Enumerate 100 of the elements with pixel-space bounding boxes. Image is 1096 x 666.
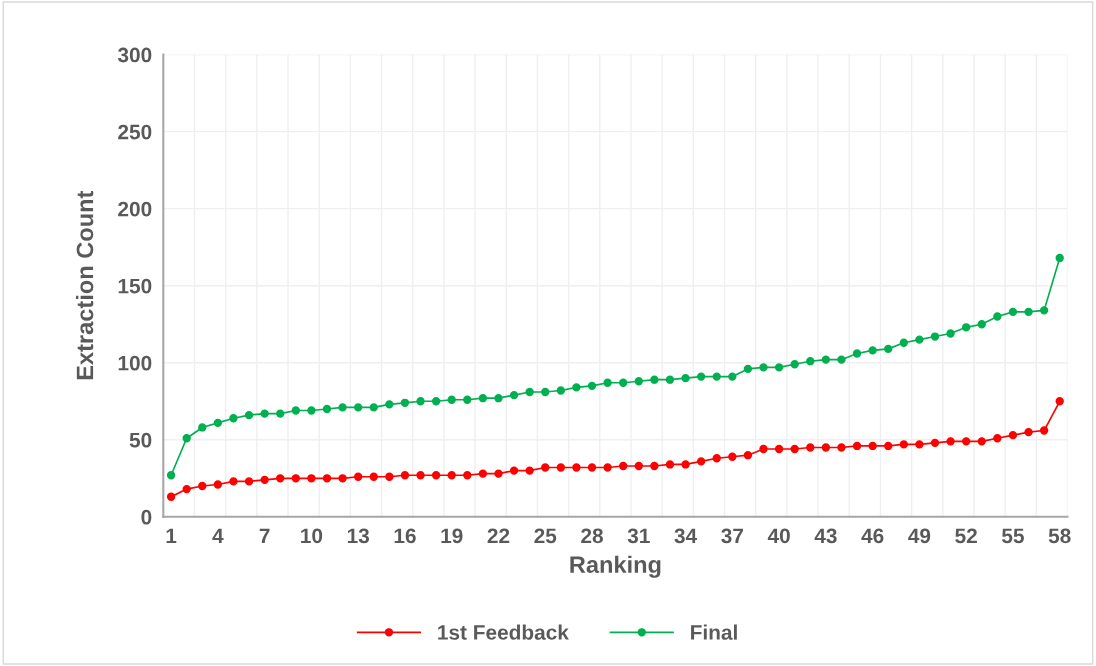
point [213, 418, 223, 428]
point [852, 441, 862, 451]
point [790, 360, 799, 369]
x-tick-label: 46 [861, 528, 884, 544]
x-tick-label: 4 [212, 528, 224, 544]
point [806, 357, 815, 366]
point [696, 372, 706, 381]
point [962, 437, 971, 446]
x-tick-label: 19 [441, 528, 463, 544]
point [525, 387, 534, 397]
point [416, 397, 425, 406]
point [977, 320, 986, 329]
point [1008, 307, 1018, 317]
point [821, 355, 831, 364]
point [915, 335, 924, 344]
point [213, 480, 223, 489]
point [276, 409, 285, 418]
point [743, 364, 753, 374]
point [244, 477, 254, 486]
point [338, 403, 347, 412]
point [494, 469, 503, 478]
point [868, 441, 877, 451]
point [790, 444, 799, 454]
y-axis-title: Extraction Count [75, 190, 94, 380]
y-tick-label: 0 [141, 509, 152, 525]
point [774, 363, 784, 372]
point [509, 466, 519, 475]
point [416, 471, 425, 480]
point [260, 409, 269, 418]
x-tick-label: 1 [166, 528, 177, 544]
point [463, 395, 472, 404]
point [541, 463, 550, 472]
point [930, 332, 940, 341]
y-tick-label: 250 [118, 124, 152, 140]
point [338, 474, 347, 483]
point [166, 492, 176, 501]
y-tick-label: 50 [129, 432, 152, 448]
point [525, 466, 534, 475]
point [307, 406, 316, 415]
point [541, 387, 550, 397]
point [774, 444, 784, 454]
point [572, 463, 581, 472]
point [728, 452, 737, 461]
point [587, 381, 597, 391]
point [650, 375, 659, 384]
point [1008, 430, 1018, 440]
point [650, 461, 659, 471]
point [681, 373, 690, 383]
point [572, 383, 581, 392]
x-tick-label: 49 [908, 528, 931, 544]
point [244, 410, 254, 420]
point [852, 349, 862, 358]
point [837, 443, 846, 452]
point [354, 472, 363, 481]
point [400, 398, 410, 407]
y-tick-label: 200 [118, 201, 152, 217]
point [385, 472, 394, 481]
x-tick-label: 55 [1002, 528, 1024, 544]
point [291, 474, 300, 483]
point [385, 400, 394, 409]
point [182, 484, 191, 494]
point [291, 406, 300, 415]
point [260, 475, 269, 485]
point [166, 471, 176, 480]
point [307, 474, 316, 483]
x-tick-label: 34 [674, 528, 698, 544]
point [182, 434, 191, 443]
point [930, 438, 940, 448]
point [962, 323, 971, 332]
point [229, 414, 238, 423]
point [603, 463, 612, 472]
x-tick-label: 52 [955, 528, 977, 544]
point [478, 394, 488, 403]
point [322, 404, 332, 414]
point [665, 375, 675, 384]
point [884, 344, 893, 354]
point [369, 403, 378, 412]
x-axis-title: Ranking [570, 555, 661, 578]
point [899, 338, 908, 347]
point [322, 474, 332, 483]
point [884, 441, 893, 451]
point [977, 437, 986, 446]
point [603, 378, 612, 387]
point [681, 460, 690, 469]
point [946, 437, 955, 446]
y-tick-label: 300 [117, 47, 152, 63]
point [634, 377, 643, 386]
point [447, 471, 456, 480]
point [837, 355, 846, 364]
point [478, 469, 488, 478]
point [728, 372, 737, 381]
point [821, 443, 831, 452]
point [198, 481, 207, 491]
x-tick-label: 7 [259, 528, 270, 544]
point [556, 386, 566, 395]
point [354, 403, 363, 412]
point [509, 390, 519, 400]
point [899, 440, 908, 449]
point [431, 397, 441, 406]
x-tick-label: 22 [487, 528, 510, 544]
